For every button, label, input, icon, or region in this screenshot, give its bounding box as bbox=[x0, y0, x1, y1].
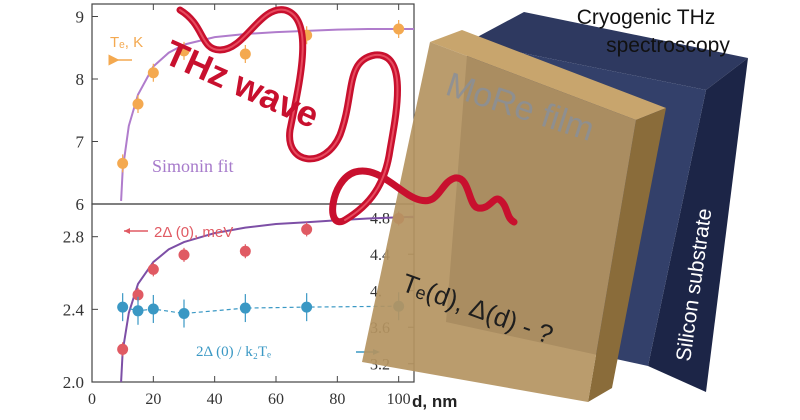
film-top-face bbox=[430, 30, 666, 120]
top-series-legend: Tₑ, K bbox=[110, 34, 143, 51]
ratio-point bbox=[132, 305, 144, 317]
top-ytick-label: 8 bbox=[76, 70, 85, 89]
gap-legend-arrowhead bbox=[124, 228, 130, 234]
xtick-label: 40 bbox=[207, 391, 223, 408]
ratio-series-legend: 2Δ (0) / k₂Tₑ bbox=[196, 344, 271, 360]
x-axis-label: d, nm bbox=[412, 392, 457, 411]
ratio-point bbox=[117, 301, 129, 313]
gap-point bbox=[147, 263, 159, 275]
x-ticks: 0 20 40 60 80 100 bbox=[88, 4, 411, 408]
sample-stack: Silicon substrate MoRe film Tₑ(d), Δ(d) … bbox=[362, 12, 748, 402]
bottom-left-y-ticks: 2.0 2.4 2.8 bbox=[63, 228, 98, 392]
bottom-left-ytick-label: 2.0 bbox=[63, 373, 84, 392]
bottom-right-ytick-label: 4.8 bbox=[370, 211, 390, 228]
xtick-label: 0 bbox=[88, 391, 96, 408]
gap-point bbox=[239, 245, 251, 257]
tc-point bbox=[178, 45, 190, 57]
thz-wave-highlight bbox=[179, 8, 399, 221]
ratio-point bbox=[301, 301, 313, 313]
header-line2: spectroscopy bbox=[606, 34, 730, 57]
xtick-label: 60 bbox=[268, 391, 284, 408]
gap-point bbox=[301, 223, 313, 235]
film-front-face bbox=[362, 42, 636, 402]
tc-point bbox=[393, 23, 405, 35]
ratio-guide bbox=[122, 305, 399, 315]
substrate-top-face bbox=[468, 12, 748, 90]
bottom-left-ytick-label: 2.8 bbox=[63, 228, 84, 247]
ratio-point bbox=[178, 308, 190, 320]
top-ytick-label: 6 bbox=[76, 195, 85, 214]
gap-point bbox=[117, 343, 129, 355]
top-data-points bbox=[117, 20, 405, 173]
header-line1: Cryogenic THz bbox=[577, 6, 716, 29]
tc-point bbox=[239, 48, 251, 60]
simonin-fit-label: Simonin fit bbox=[152, 156, 234, 176]
xtick-label: 80 bbox=[329, 391, 345, 408]
bottom-data-points bbox=[117, 211, 405, 357]
gap-point bbox=[132, 289, 144, 301]
gap-point bbox=[178, 249, 190, 261]
ratio-point bbox=[147, 303, 159, 315]
gap-series-legend: 2Δ (0), meV bbox=[154, 224, 233, 241]
ratio-point bbox=[239, 302, 251, 314]
xtick-label: 100 bbox=[387, 391, 411, 408]
film-side-face bbox=[588, 108, 666, 402]
tc-point bbox=[147, 67, 159, 79]
top-y-ticks: 6 7 8 9 bbox=[76, 8, 98, 214]
top-fit-curve bbox=[120, 28, 414, 201]
top-fit-line bbox=[120, 28, 414, 201]
tc-point bbox=[132, 98, 144, 110]
tc-point bbox=[117, 157, 129, 169]
xtick-label: 20 bbox=[145, 391, 161, 408]
substrate-side-face bbox=[648, 58, 748, 392]
top-ytick-label: 9 bbox=[76, 8, 85, 27]
bottom-left-ytick-label: 2.4 bbox=[63, 300, 85, 319]
top-ytick-label: 7 bbox=[76, 133, 85, 152]
